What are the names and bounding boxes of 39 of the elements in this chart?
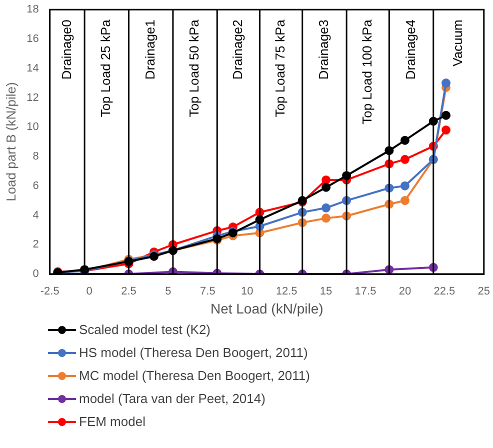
x-tick-label: 2.5 [121, 286, 136, 298]
y-tick-label: 8 [32, 150, 39, 163]
x-tick-label: 12.5 [276, 286, 298, 298]
annotation: Drainage2 [230, 20, 246, 80]
x-tick-label: 22.5 [434, 286, 456, 298]
annotation: Top Load 100 kPa [359, 18, 374, 124]
x-tick-label: 20 [398, 286, 412, 298]
y-tick-label: 16 [26, 33, 39, 46]
legend-label: HS model (Theresa Den Boogert, 2011) [79, 345, 308, 360]
x-tick-label: 10 [241, 286, 254, 298]
y-tick-label: 4 [32, 209, 39, 222]
annotation: Top Load 50 kPa [186, 18, 202, 118]
annotation: Vacuum [450, 20, 466, 66]
x-tick-label: 0 [86, 286, 92, 298]
y-tick-label: 0 [32, 268, 39, 280]
legend-label: model (Tara van der Peet, 2014) [79, 391, 266, 406]
y-tick-label: 2 [32, 238, 39, 251]
annotation: Drainage0 [58, 20, 74, 80]
y-tick-label: 10 [26, 121, 39, 134]
annotation: Top Load 75 kPa [272, 18, 288, 118]
annotation: Drainage4 [402, 20, 418, 80]
legend-label: MC model (Theresa Den Boogert, 2011) [79, 368, 310, 383]
annotation: Top Load 25 kPa [98, 18, 114, 118]
x-tick-label: 5 [165, 286, 172, 298]
x-tick-label: 15 [320, 286, 332, 298]
y-tick-label: 12 [26, 92, 39, 104]
y-tick-label: 18 [26, 4, 39, 16]
y-tick-label: 14 [26, 62, 39, 74]
y-tick-label: 6 [32, 180, 39, 192]
annotation: Drainage3 [316, 20, 332, 80]
legend-label: Scaled model test (K2) [79, 322, 211, 337]
x-tick-label: 7.5 [200, 286, 216, 298]
x-tick-label: 17.5 [354, 286, 376, 298]
annotation: Drainage1 [142, 20, 158, 80]
x-tick-label: -2.5 [40, 286, 60, 298]
x-tick-label: 25 [478, 286, 490, 298]
y-axis-title: Load part B (kN/pile) [3, 82, 18, 202]
x-axis-title: Net Load (kN/pile) [210, 300, 324, 316]
legend-label: FEM model [79, 414, 146, 429]
